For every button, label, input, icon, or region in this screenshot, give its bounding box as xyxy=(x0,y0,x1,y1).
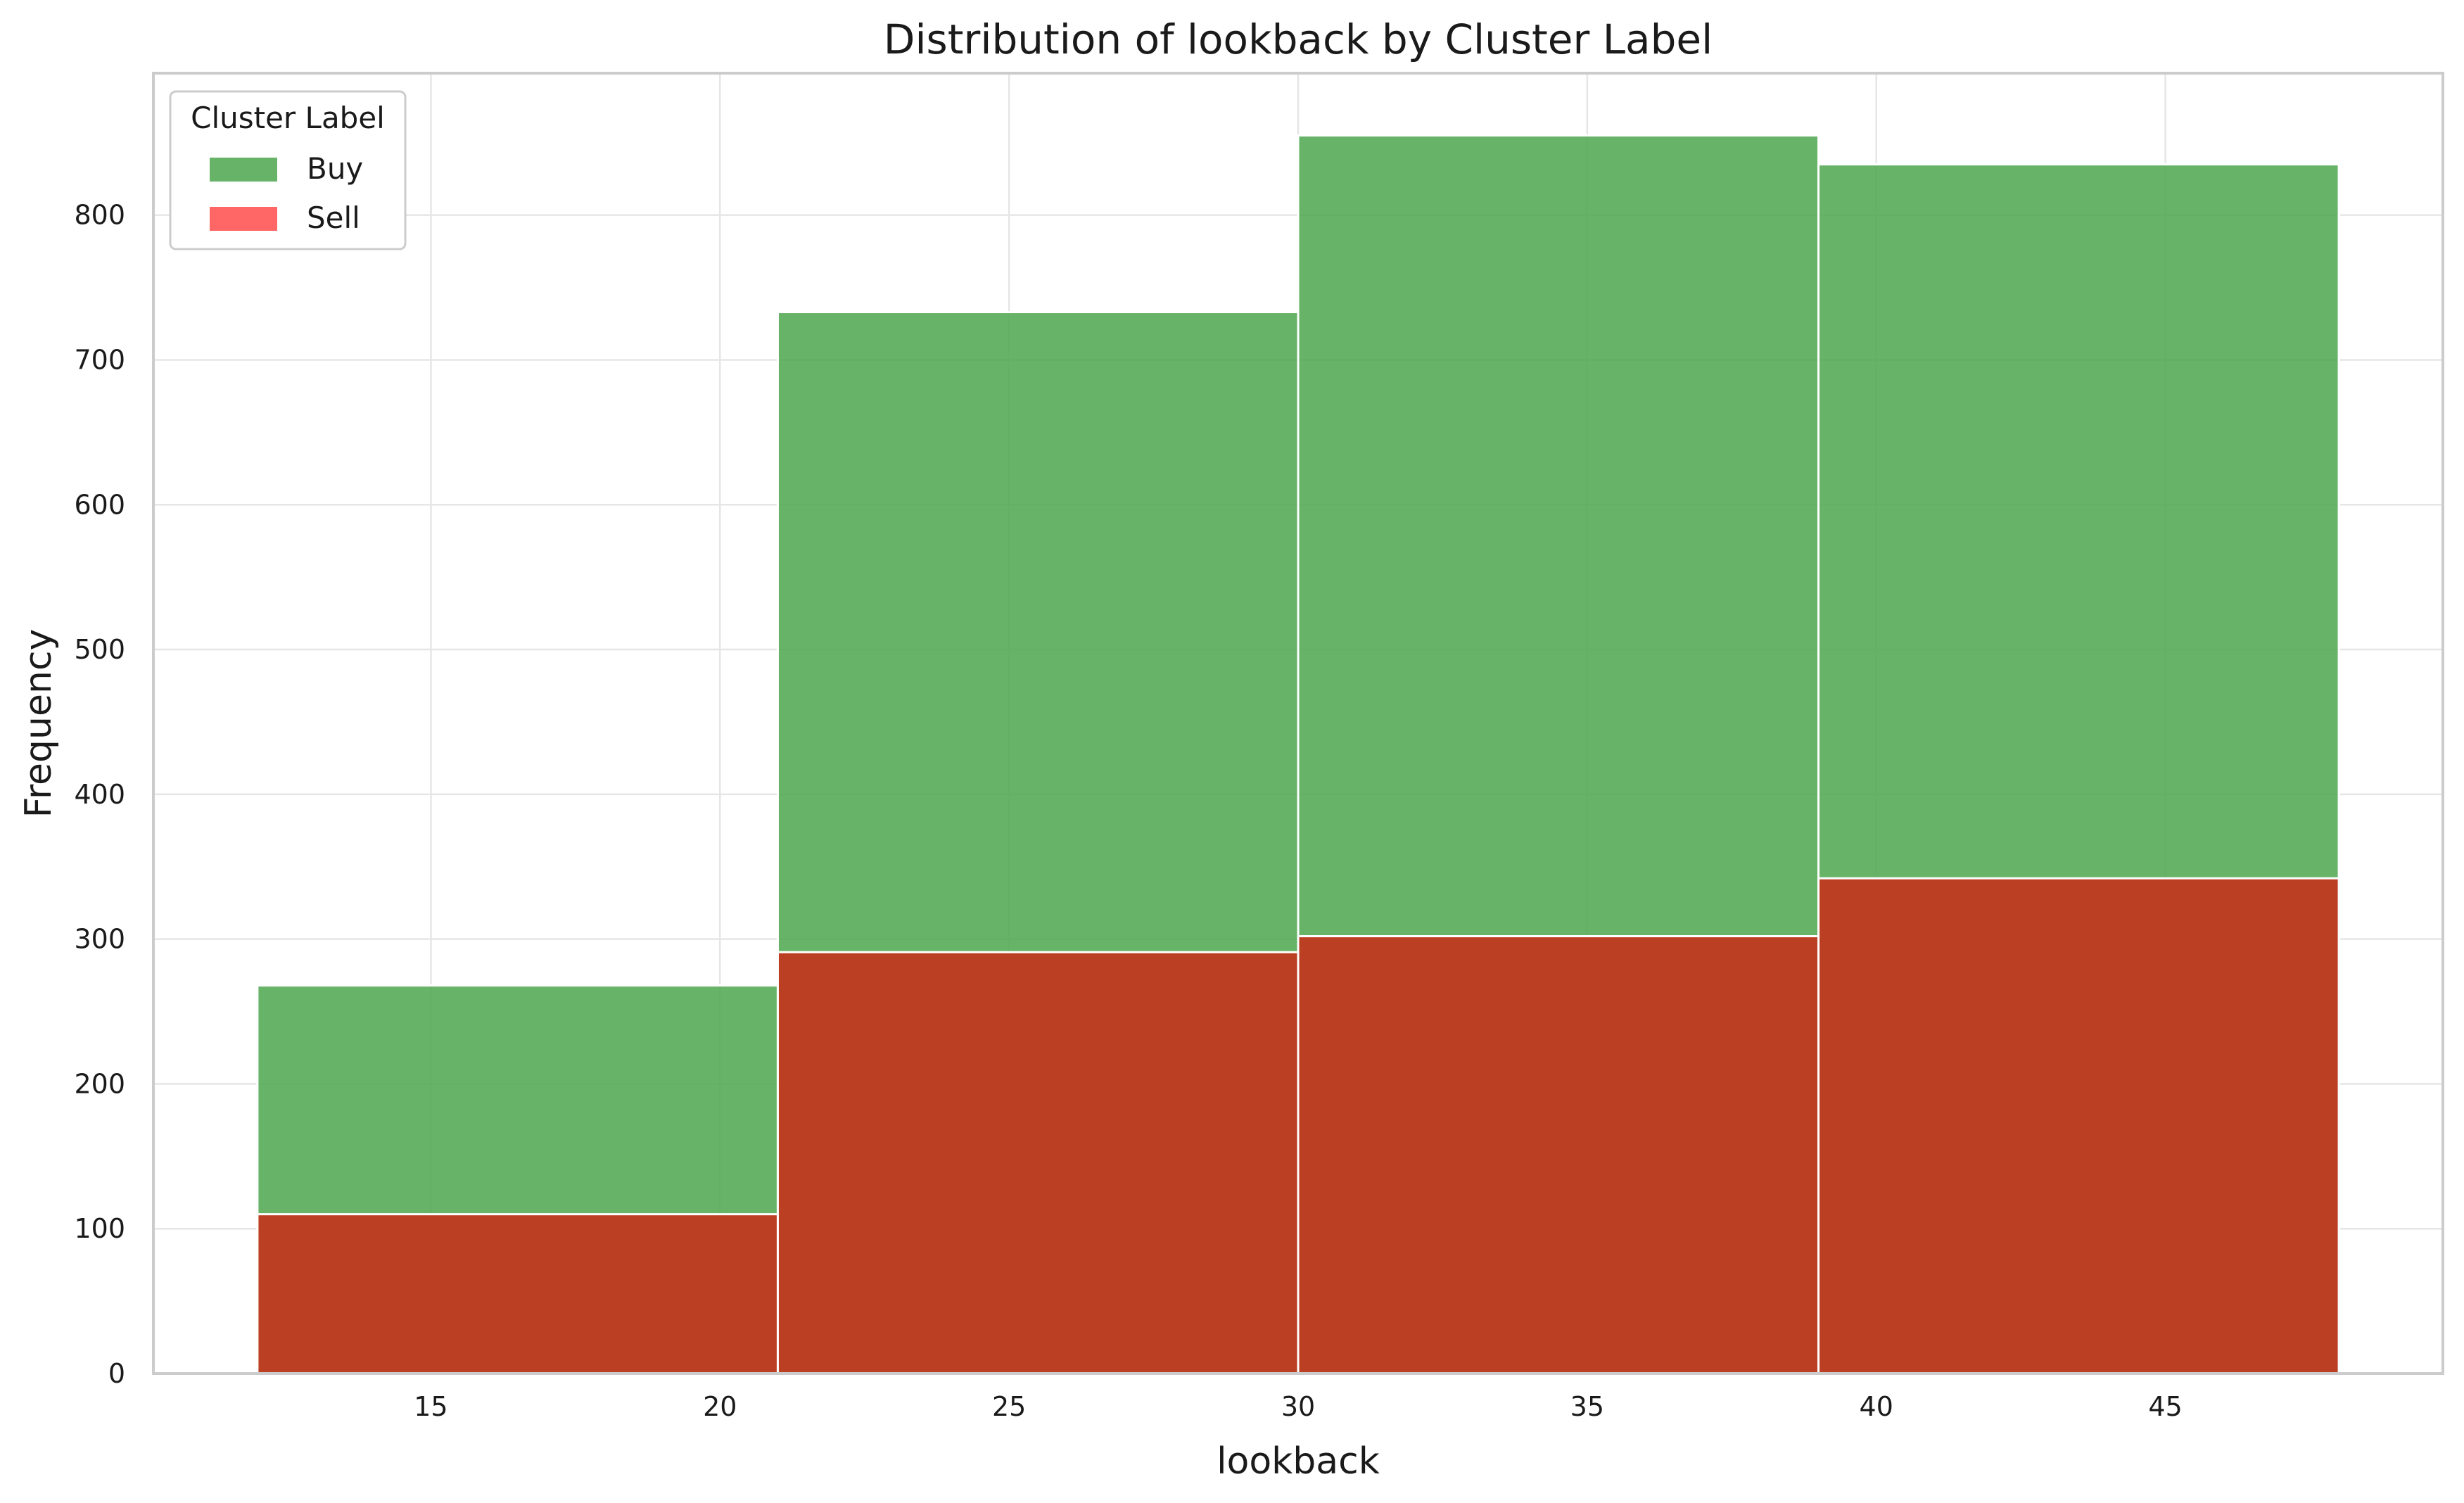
x-tick-label: 30 xyxy=(1281,1391,1315,1422)
legend: Cluster Label Buy Sell xyxy=(169,90,407,250)
legend-swatch-buy xyxy=(210,158,277,182)
y-tick-labels: 0 100 200 300 400 500 600 700 800 xyxy=(74,200,125,1389)
y-tick-label: 100 xyxy=(74,1213,125,1244)
x-tick-label: 20 xyxy=(703,1391,737,1422)
bar-sell-2 xyxy=(1297,935,1820,1375)
x-axis-label: lookback xyxy=(1217,1440,1380,1483)
bars-layer xyxy=(256,134,2340,1375)
y-tick-label: 0 xyxy=(108,1358,125,1389)
y-tick-label: 600 xyxy=(74,489,125,520)
legend-label-sell: Sell xyxy=(307,201,360,235)
legend-title: Cluster Label xyxy=(191,101,385,135)
bar-sell-0 xyxy=(256,1213,779,1375)
legend-label-buy: Buy xyxy=(307,151,363,186)
y-tick-label: 200 xyxy=(74,1068,125,1099)
y-axis-label: Frequency xyxy=(18,629,60,818)
y-tick-label: 300 xyxy=(74,924,125,955)
bar-sell-1 xyxy=(776,951,1300,1375)
x-tick-label: 15 xyxy=(414,1391,447,1422)
bar-sell-3 xyxy=(1817,877,2340,1375)
y-tick-label: 800 xyxy=(74,200,125,231)
x-tick-labels: 15 20 25 30 35 40 45 xyxy=(414,1391,2183,1422)
y-tick-label: 700 xyxy=(74,344,125,375)
y-tick-label: 500 xyxy=(74,634,125,665)
plot-frame xyxy=(152,72,2444,1375)
y-tick-label: 400 xyxy=(74,779,125,810)
legend-swatch-sell xyxy=(210,207,277,231)
x-tick-label: 45 xyxy=(2148,1391,2182,1422)
chart-title: Distribution of lookback by Cluster Labe… xyxy=(884,15,1713,63)
x-tick-label: 25 xyxy=(992,1391,1026,1422)
x-tick-label: 35 xyxy=(1570,1391,1604,1422)
x-tick-label: 40 xyxy=(1860,1391,1893,1422)
